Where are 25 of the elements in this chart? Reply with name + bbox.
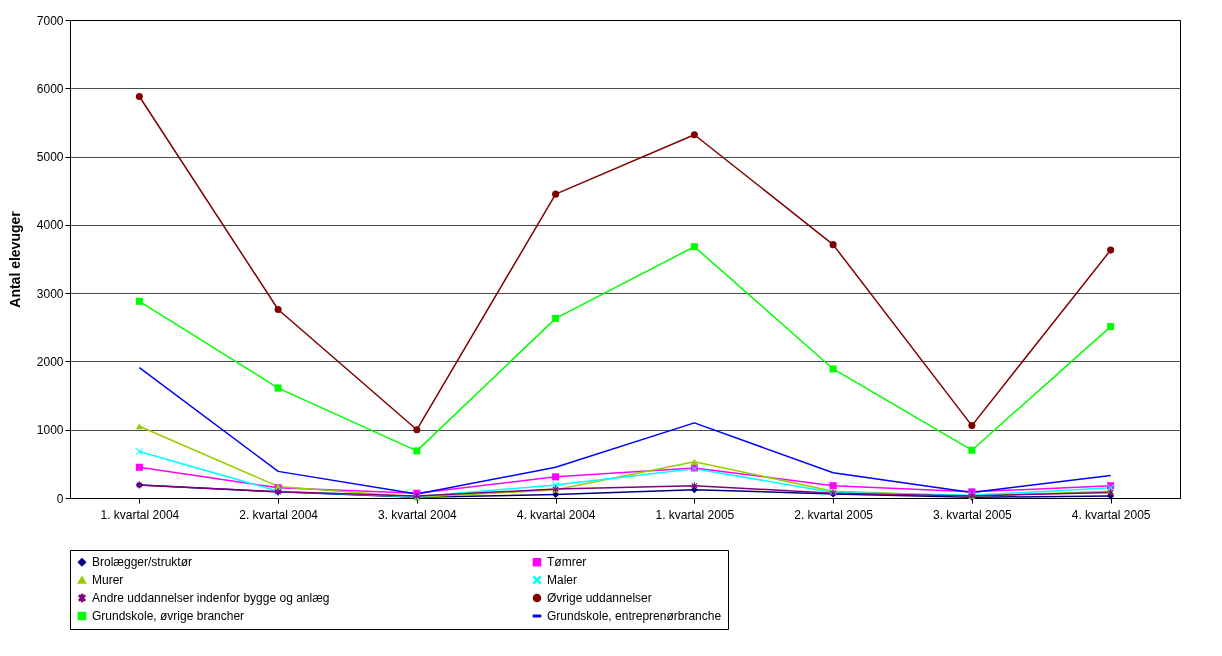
x-tick-label: 1. kvartal 2004: [100, 507, 180, 522]
y-tick-label: 1000: [36, 423, 64, 438]
y-tick-label: 7000: [36, 13, 64, 28]
x-tick-label: 3. kvartal 2005: [933, 507, 1013, 522]
legend-label: Maler: [547, 573, 578, 587]
x-tick-label: 2. kvartal 2005: [794, 507, 874, 522]
y-tick-label: 0: [56, 491, 64, 506]
legend-label: Øvrige uddannelser: [547, 591, 652, 605]
legend-label: Brolægger/struktør: [92, 555, 193, 570]
y-tick-label: 6000: [36, 81, 64, 96]
legend-label: Andre uddannelser indenfor bygge og anlæg: [92, 591, 330, 605]
x-tick-label: 3. kvartal 2004: [378, 507, 458, 522]
x-tick-label: 1. kvartal 2005: [655, 507, 735, 522]
legend-label: Grundskole, entreprenørbranche: [547, 609, 722, 623]
x-tick-label: 2. kvartal 2004: [239, 507, 319, 522]
y-tick-label: 2000: [36, 354, 64, 369]
y-axis-title: Antal elevuger: [6, 210, 23, 308]
legend-label: Tømrer: [547, 555, 587, 570]
y-tick-label: 4000: [36, 218, 64, 233]
y-tick-label: 5000: [36, 150, 64, 165]
y-tick-label: 3000: [36, 286, 64, 301]
legend-label: Grundskole, øvrige brancher: [92, 609, 245, 623]
x-tick-label: 4. kvartal 2004: [516, 507, 596, 522]
x-tick-label: 4. kvartal 2005: [1071, 507, 1151, 522]
legend-label: Murer: [92, 573, 124, 587]
